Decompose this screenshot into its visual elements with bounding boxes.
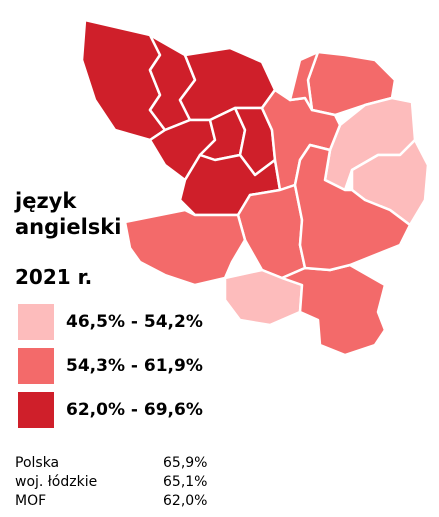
legend-label-mid: 54,3% - 61,9%: [66, 356, 203, 376]
legend-year: 2021 r.: [15, 265, 93, 289]
legend-swatch-low: [18, 304, 54, 340]
legend-label-high: 62,0% - 69,6%: [66, 400, 203, 420]
stat-row-poland: Polska 65,9%: [15, 454, 243, 473]
stat-name: Polska: [15, 455, 60, 471]
region-east-central: [288, 50, 320, 112]
legend-swatch-mid: [18, 348, 54, 384]
region-southeast: [280, 263, 387, 357]
stat-row-voivodeship: woj. łódzkie 65,1%: [15, 473, 243, 492]
legend-title-line2: angielski: [15, 215, 122, 239]
stat-name: MOF: [15, 493, 47, 509]
region-south-center: [293, 143, 412, 272]
legend-title: język angielski: [15, 188, 121, 240]
region-center: [236, 183, 307, 280]
stat-value: 62,0%: [163, 493, 208, 509]
stat-value: 65,1%: [163, 474, 208, 490]
stat-row-mof: MOF 62,0%: [15, 492, 243, 511]
stat-value: 65,9%: [163, 455, 208, 471]
stat-name: woj. łódzkie: [15, 474, 98, 490]
comparison-stats: Polska 65,9% woj. łódzkie 65,1% MOF 62,0…: [15, 454, 243, 511]
legend-title-line1: język: [15, 189, 77, 213]
region-west: [123, 208, 247, 287]
legend-swatch-high: [18, 392, 54, 428]
legend-label-low: 46,5% - 54,2%: [66, 312, 203, 332]
